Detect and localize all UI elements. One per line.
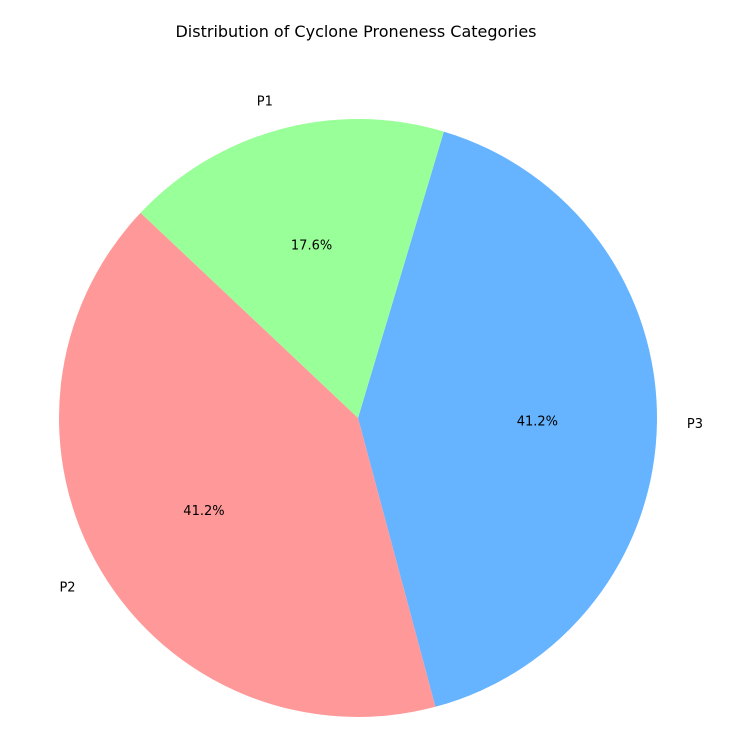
pie-slice-p3	[358, 131, 658, 707]
pie-slice-p2	[58, 212, 436, 717]
category-label-p2: P2	[59, 581, 75, 596]
pie-slices	[58, 119, 658, 717]
percent-label-p1: 17.6%	[291, 239, 332, 254]
category-label-p1: P1	[257, 94, 273, 109]
chart-title: Distribution of Cyclone Proneness Catego…	[175, 22, 536, 41]
pie-slice-p1	[140, 119, 444, 418]
category-label-p3: P3	[687, 417, 703, 432]
pie-labels: P3 41.2% P1 17.6% P2 41.2%	[59, 94, 703, 595]
percent-label-p3: 41.2%	[517, 415, 558, 430]
percent-label-p2: 41.2%	[183, 504, 224, 519]
